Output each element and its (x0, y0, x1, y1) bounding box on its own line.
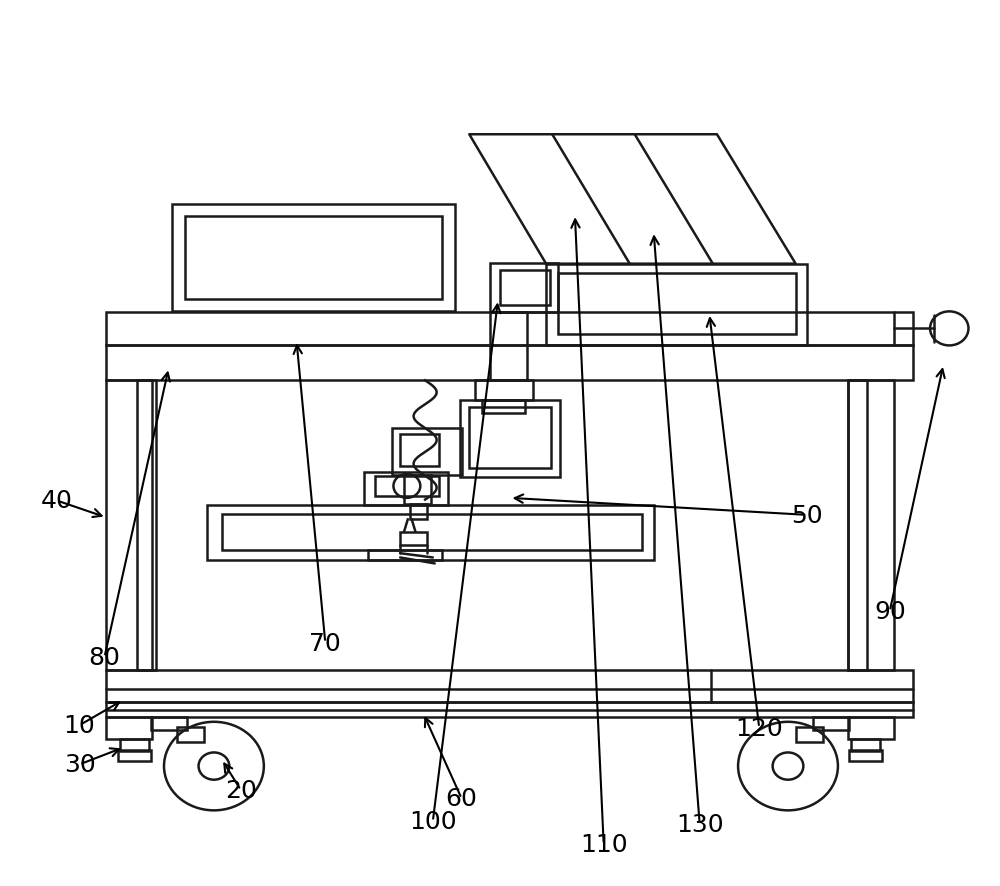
Bar (185, 217, 442, 300)
Bar (120, 739, 149, 751)
Bar (546, 264, 807, 346)
Bar (375, 476, 439, 496)
Bar (490, 263, 558, 313)
Bar (106, 346, 913, 381)
Bar (151, 717, 187, 730)
Bar (475, 381, 533, 400)
Bar (137, 381, 156, 670)
Bar (796, 727, 823, 742)
Text: 90: 90 (874, 600, 906, 624)
Bar (172, 205, 455, 311)
Bar (404, 475, 431, 504)
Bar (813, 717, 849, 730)
Bar (849, 750, 882, 761)
Bar (222, 515, 642, 550)
Text: 100: 100 (409, 810, 457, 834)
Bar (118, 750, 151, 761)
Text: 20: 20 (225, 778, 257, 802)
Bar (848, 381, 867, 670)
Bar (364, 473, 448, 505)
Bar (848, 381, 894, 670)
Bar (469, 408, 551, 469)
Bar (851, 739, 880, 751)
Bar (410, 504, 427, 519)
Text: 120: 120 (735, 716, 783, 740)
Text: 130: 130 (676, 812, 723, 836)
Bar (400, 434, 439, 467)
Bar (177, 727, 204, 742)
Bar (106, 717, 152, 739)
Text: 40: 40 (41, 489, 72, 513)
Bar (558, 274, 796, 335)
Text: 80: 80 (89, 645, 120, 669)
Bar (848, 717, 894, 739)
Bar (460, 400, 560, 477)
Bar (500, 271, 550, 305)
Text: 30: 30 (64, 752, 95, 776)
Bar (400, 532, 427, 545)
Bar (106, 703, 913, 717)
Bar (392, 429, 462, 475)
Bar (106, 381, 152, 670)
Text: 70: 70 (309, 631, 341, 655)
Text: 10: 10 (64, 713, 95, 737)
Bar (207, 505, 654, 560)
Bar (482, 400, 525, 413)
Text: 110: 110 (580, 833, 627, 857)
Text: 50: 50 (791, 503, 823, 527)
Bar (106, 313, 913, 346)
Bar (368, 550, 442, 560)
Bar (490, 313, 527, 381)
Text: 60: 60 (446, 787, 478, 811)
Bar (106, 670, 913, 703)
